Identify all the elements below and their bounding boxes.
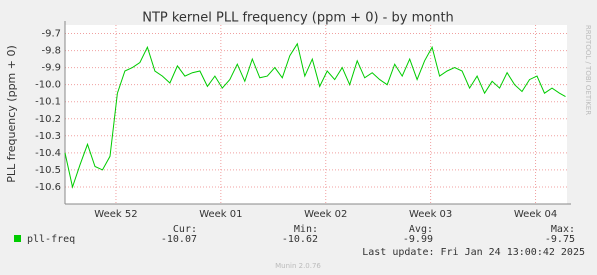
y-tick-label: -10.1 — [35, 97, 61, 108]
chart-title: NTP kernel PLL frequency (ppm + 0) - by … — [142, 11, 454, 26]
series-line — [64, 42, 566, 189]
stat-label: Cur: — [173, 224, 197, 235]
footer: Munin 2.0.76 — [275, 262, 321, 270]
y-tick-label: -9.8 — [41, 46, 61, 57]
stat-label: Max: — [551, 224, 575, 235]
y-tick-label: -10.5 — [35, 165, 61, 176]
x-tick-label: Week 02 — [304, 209, 347, 220]
y-tick-label: -10.0 — [35, 80, 61, 91]
y-tick-label: -10.6 — [35, 182, 61, 193]
legend-swatch — [14, 235, 21, 242]
x-tick-label: Week 03 — [409, 209, 452, 220]
x-tick-label: Week 01 — [199, 209, 242, 220]
x-tick-label: Week 04 — [514, 209, 557, 220]
y-tick-label: -10.2 — [35, 114, 61, 125]
y-axis-label: PLL frequency (ppm + 0) — [5, 45, 18, 183]
y-tick-label: -10.4 — [35, 148, 61, 159]
stat-label: Min: — [294, 224, 318, 235]
stat-value: -10.62 — [282, 234, 318, 245]
x-tick-label: Week 52 — [94, 209, 137, 220]
side-text: RRDTOOL / TOBI OETIKER — [584, 25, 592, 115]
last-update: Last update: Fri Jan 24 13:00:42 2025 — [362, 247, 585, 258]
y-tick-label: -10.3 — [35, 131, 61, 142]
plot-area — [65, 25, 567, 204]
y-tick-label: -9.9 — [41, 63, 61, 74]
stat-label: Avg: — [409, 224, 433, 235]
stat-value: -9.99 — [403, 234, 433, 245]
y-tick-label: -9.7 — [41, 29, 61, 40]
legend-label: pll-freq — [27, 234, 75, 245]
stat-value: -9.75 — [545, 234, 575, 245]
stat-value: -10.07 — [161, 234, 197, 245]
